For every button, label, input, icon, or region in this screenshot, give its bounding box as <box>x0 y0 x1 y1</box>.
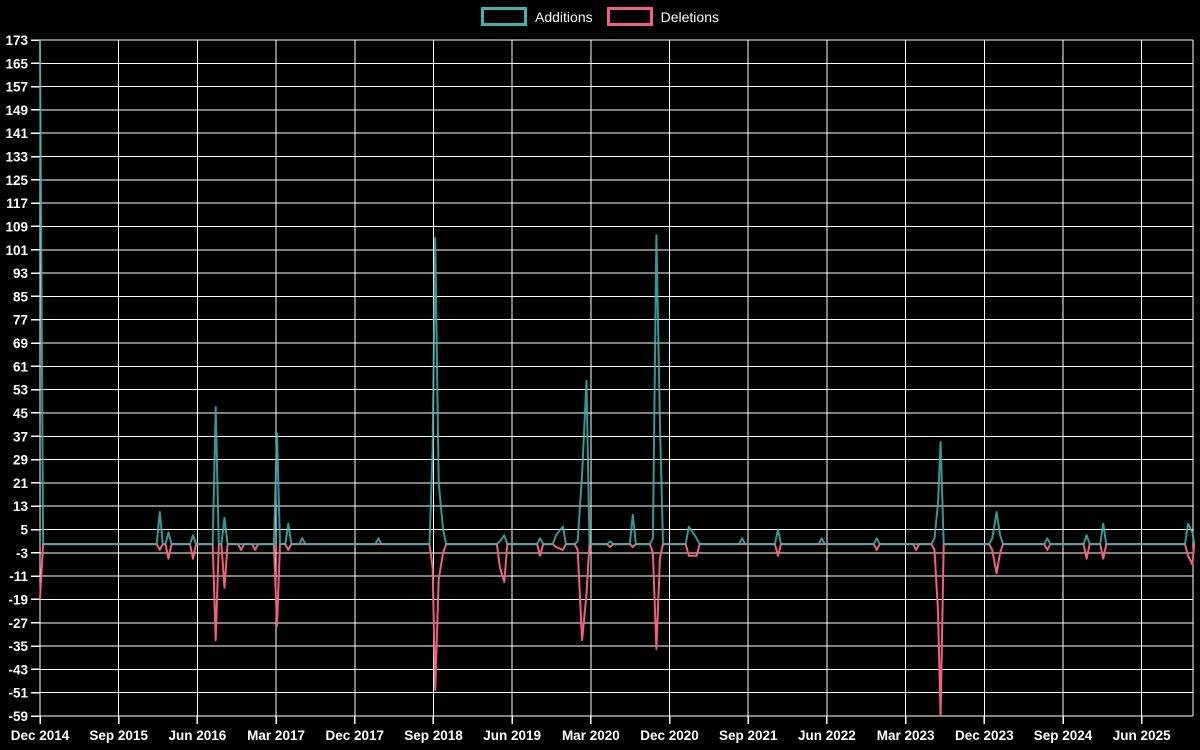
svg-text:Dec 2017: Dec 2017 <box>325 728 384 743</box>
legend-item-deletions[interactable]: Deletions <box>606 7 719 26</box>
svg-text:93: 93 <box>13 266 29 281</box>
svg-text:-51: -51 <box>8 686 28 701</box>
svg-text:77: 77 <box>13 313 28 328</box>
svg-text:Jun 2019: Jun 2019 <box>483 728 541 743</box>
svg-text:37: 37 <box>13 429 28 444</box>
svg-text:45: 45 <box>13 406 29 421</box>
svg-text:133: 133 <box>5 150 28 165</box>
svg-text:-3: -3 <box>16 546 28 561</box>
svg-text:13: 13 <box>13 499 29 514</box>
svg-text:Mar 2023: Mar 2023 <box>877 728 935 743</box>
svg-text:141: 141 <box>5 126 28 141</box>
legend-item-additions[interactable]: Additions <box>481 7 593 26</box>
svg-text:-11: -11 <box>9 569 28 584</box>
additions-swatch <box>481 7 528 26</box>
svg-text:Jun 2016: Jun 2016 <box>168 728 226 743</box>
svg-text:Dec 2023: Dec 2023 <box>955 728 1014 743</box>
svg-text:173: 173 <box>5 33 28 48</box>
svg-text:61: 61 <box>13 359 29 374</box>
svg-text:Dec 2014: Dec 2014 <box>11 728 70 743</box>
svg-text:5: 5 <box>20 523 28 538</box>
svg-text:Sep 2021: Sep 2021 <box>719 728 778 743</box>
svg-text:Jun 2022: Jun 2022 <box>798 728 856 743</box>
legend-label-deletions: Deletions <box>660 8 719 25</box>
svg-text:-19: -19 <box>8 592 28 607</box>
deletions-swatch <box>606 7 653 26</box>
svg-text:117: 117 <box>6 196 28 211</box>
svg-text:Sep 2018: Sep 2018 <box>404 728 463 743</box>
svg-text:53: 53 <box>13 383 29 398</box>
svg-text:109: 109 <box>5 219 28 234</box>
svg-text:Mar 2017: Mar 2017 <box>247 728 305 743</box>
svg-text:29: 29 <box>13 453 28 468</box>
svg-text:Jun 2025: Jun 2025 <box>1113 728 1171 743</box>
svg-text:-27: -27 <box>8 616 28 631</box>
svg-text:-43: -43 <box>8 662 28 677</box>
svg-text:165: 165 <box>5 56 28 71</box>
svg-text:149: 149 <box>5 103 28 118</box>
svg-text:Sep 2015: Sep 2015 <box>89 728 148 743</box>
svg-text:Mar 2020: Mar 2020 <box>562 728 620 743</box>
svg-text:101: 101 <box>5 243 28 258</box>
legend-label-additions: Additions <box>535 8 593 25</box>
svg-text:69: 69 <box>13 336 28 351</box>
svg-text:157: 157 <box>5 80 28 95</box>
svg-text:-35: -35 <box>8 639 28 654</box>
svg-text:Sep 2024: Sep 2024 <box>1034 728 1093 743</box>
svg-text:Dec 2020: Dec 2020 <box>640 728 699 743</box>
svg-text:21: 21 <box>13 476 29 491</box>
chart-legend: Additions Deletions <box>0 7 1200 26</box>
svg-text:85: 85 <box>13 289 29 304</box>
svg-text:125: 125 <box>5 173 28 188</box>
svg-text:-59: -59 <box>8 709 28 724</box>
